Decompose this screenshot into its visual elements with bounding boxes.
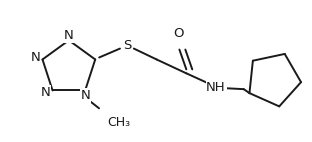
Text: CH₃: CH₃ bbox=[107, 116, 130, 129]
Text: N: N bbox=[64, 29, 74, 42]
Text: N: N bbox=[80, 89, 90, 102]
Text: N: N bbox=[41, 86, 51, 99]
Text: N: N bbox=[31, 51, 41, 64]
Text: O: O bbox=[173, 27, 184, 40]
Text: S: S bbox=[123, 39, 131, 52]
Text: NH: NH bbox=[206, 81, 226, 94]
